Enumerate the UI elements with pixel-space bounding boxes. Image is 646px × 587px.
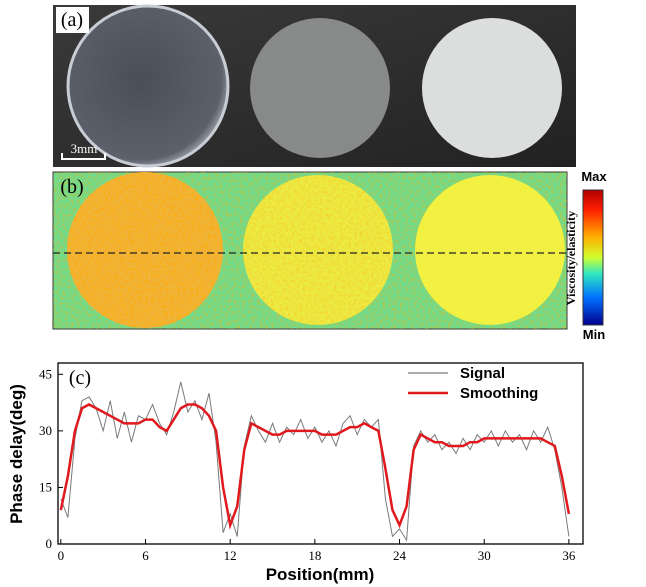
white-disk [422, 18, 562, 158]
legend-label: Signal [460, 365, 505, 382]
figure: (a) 3mm (b) Max Min Viscosity/elasticity… [0, 0, 646, 587]
x-tick-label: 18 [308, 548, 321, 563]
legend-label: Smoothing [460, 385, 538, 402]
y-tick-label: 15 [39, 479, 52, 494]
heatmap-disk [415, 175, 565, 325]
colorbar-title: Viscosity/elasticity [564, 211, 578, 305]
y-axis-label: Phase delay(deg) [7, 384, 26, 524]
colorbar [583, 190, 603, 325]
colorbar-min: Min [583, 327, 605, 342]
y-tick-label: 0 [46, 536, 53, 551]
y-tick-label: 30 [39, 423, 52, 438]
x-tick-label: 12 [224, 548, 237, 563]
x-tick-label: 24 [393, 548, 407, 563]
x-tick-label: 36 [562, 548, 576, 563]
scale-bar-label: 3mm [71, 141, 98, 156]
colorbar-max: Max [581, 169, 607, 184]
gray-disk [250, 18, 390, 158]
y-tick-label: 45 [39, 366, 52, 381]
panel-label: (b) [60, 176, 83, 198]
heatmap-disk-texture [243, 175, 393, 325]
x-tick-label: 0 [58, 548, 65, 563]
x-axis-label: Position(mm) [266, 565, 375, 584]
series-line [61, 382, 569, 540]
x-tick-label: 6 [142, 548, 149, 563]
panel-label: (a) [61, 9, 83, 31]
series-line [61, 404, 569, 525]
x-tick-label: 30 [478, 548, 491, 563]
heatmap-disk-texture [67, 172, 223, 328]
panel-label: (c) [69, 367, 91, 389]
